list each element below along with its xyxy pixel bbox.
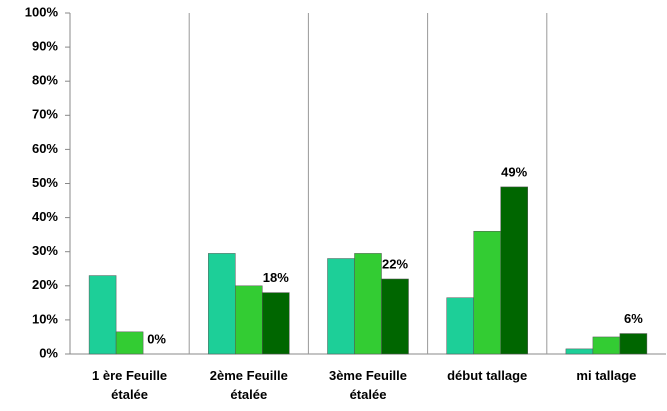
bar [327,258,355,355]
y-tick-label: 50% [32,175,58,190]
bar [592,336,621,355]
data-label: 22% [382,256,408,271]
y-tick-label: 100% [25,4,59,19]
x-tick-label: mi tallage [576,368,637,383]
bar [208,253,236,355]
bar [619,333,648,355]
y-tick-label: 10% [32,311,58,326]
bar [381,278,409,355]
bar [500,186,528,355]
bar [262,292,290,355]
x-tick-label: 2ème Feuille étalée [209,368,288,402]
y-tick-label: 70% [32,107,58,122]
bar [88,275,117,355]
data-label: 18% [263,270,289,285]
x-tick-label: 1 ère Feuille étalée [92,368,168,402]
x-tick-label: 3ème Feuille étalée [328,368,408,402]
data-label: 49% [501,164,527,179]
bar [565,348,594,355]
y-tick-label: 90% [32,39,58,54]
y-tick-label: 0% [39,345,58,360]
y-tick-label: 20% [32,277,58,292]
y-tick-label: 60% [32,141,58,156]
bar [235,285,263,355]
bar [446,297,474,355]
y-tick-label: 80% [32,73,58,88]
y-tick-label: 30% [32,243,58,258]
data-label: 0% [147,331,166,346]
x-tick-label: début tallage [447,368,528,383]
bar [354,253,382,355]
y-tick-label: 40% [32,209,58,224]
data-label: 6% [624,311,643,326]
bar [473,230,501,355]
bar [115,331,144,355]
